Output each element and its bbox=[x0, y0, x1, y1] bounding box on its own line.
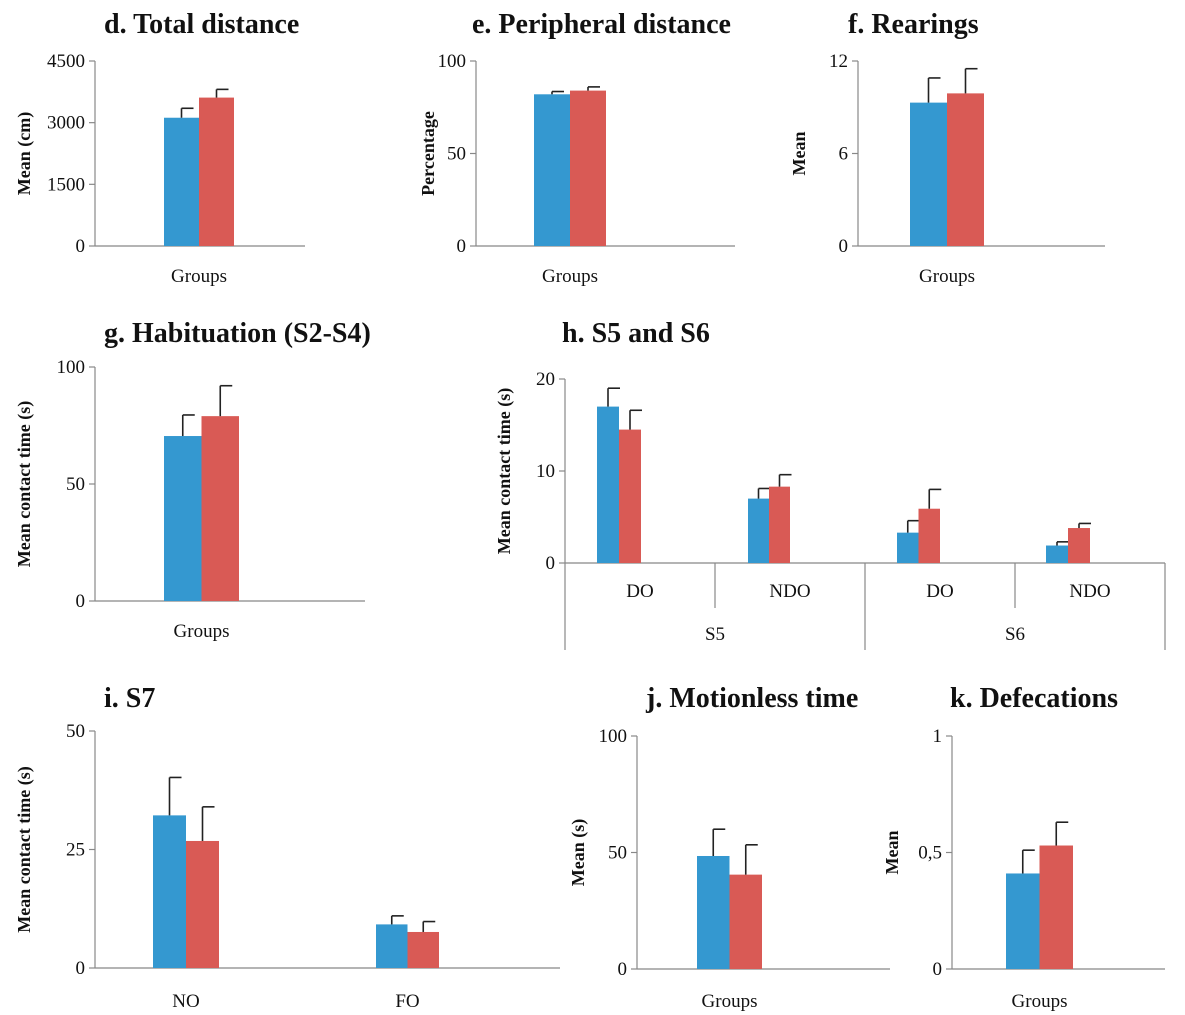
y-tick-label: 0 bbox=[546, 553, 556, 574]
bar bbox=[1046, 545, 1068, 563]
bar bbox=[201, 416, 239, 601]
y-axis-label: Mean contact time (s) bbox=[14, 766, 35, 932]
y-tick-label: 12 bbox=[829, 51, 848, 72]
y-tick-label: 100 bbox=[57, 357, 86, 378]
y-tick-label: 50 bbox=[608, 843, 627, 864]
bar bbox=[153, 815, 186, 968]
bar bbox=[376, 924, 408, 968]
y-tick-label: 0 bbox=[618, 959, 628, 980]
y-axis-label: Mean contact time (s) bbox=[494, 388, 515, 554]
x-group-label: S5 bbox=[705, 624, 725, 645]
panel-title: g. Habituation (S2-S4) bbox=[104, 318, 371, 349]
y-tick-label: 20 bbox=[536, 369, 555, 390]
y-tick-label: 0 bbox=[933, 959, 943, 980]
y-axis-label: Mean (cm) bbox=[14, 112, 35, 195]
bar bbox=[164, 436, 202, 601]
bar bbox=[407, 931, 439, 968]
y-axis-label: Mean (s) bbox=[568, 819, 589, 886]
y-tick-label: 1500 bbox=[47, 174, 85, 195]
y-tick-label: 0 bbox=[839, 236, 849, 257]
panel-title: i. S7 bbox=[104, 683, 155, 714]
x-category-label: DO bbox=[626, 581, 653, 602]
bar bbox=[1068, 528, 1090, 563]
y-tick-label: 0 bbox=[457, 236, 467, 257]
y-tick-label: 4500 bbox=[47, 51, 85, 72]
panel-title: e. Peripheral distance bbox=[472, 9, 731, 40]
bar bbox=[164, 117, 199, 246]
y-tick-label: 0 bbox=[76, 958, 86, 979]
bar bbox=[729, 874, 762, 969]
bar bbox=[918, 508, 940, 563]
y-axis-label: Mean bbox=[789, 132, 809, 176]
y-tick-label: 100 bbox=[599, 726, 628, 747]
y-tick-label: 0,5 bbox=[918, 843, 942, 864]
y-tick-label: 3000 bbox=[47, 113, 85, 134]
y-tick-label: 100 bbox=[438, 51, 467, 72]
x-axis-label: Groups bbox=[1012, 991, 1068, 1012]
x-category-label: NDO bbox=[769, 581, 810, 602]
bar bbox=[534, 94, 570, 246]
bar bbox=[748, 498, 769, 563]
x-axis-label: Groups bbox=[171, 266, 227, 287]
bar bbox=[897, 532, 919, 563]
y-tick-label: 1 bbox=[933, 726, 943, 747]
panel-title: d. Total distance bbox=[104, 9, 299, 40]
panel-title: f. Rearings bbox=[848, 9, 979, 40]
y-tick-label: 50 bbox=[66, 474, 85, 495]
x-category-label: NO bbox=[172, 991, 199, 1012]
y-axis-label: Percentage bbox=[418, 111, 438, 196]
y-tick-label: 10 bbox=[536, 461, 555, 482]
x-axis-label: Groups bbox=[174, 621, 230, 642]
x-axis-label: Groups bbox=[542, 266, 598, 287]
bar bbox=[597, 406, 619, 563]
y-tick-label: 50 bbox=[66, 721, 85, 742]
y-tick-label: 0 bbox=[76, 236, 86, 257]
bar bbox=[1039, 845, 1073, 969]
bar bbox=[619, 429, 641, 563]
y-tick-label: 25 bbox=[66, 840, 85, 861]
bar bbox=[186, 840, 219, 968]
bar bbox=[570, 90, 606, 246]
y-axis-label: Mean contact time (s) bbox=[14, 401, 35, 567]
x-category-label: DO bbox=[926, 581, 953, 602]
bar bbox=[199, 97, 234, 246]
bar bbox=[1006, 873, 1040, 969]
x-group-label: S6 bbox=[1005, 624, 1025, 645]
panel-title: k. Defecations bbox=[950, 683, 1118, 714]
bar bbox=[769, 486, 790, 563]
bar bbox=[947, 93, 984, 246]
panel-title: j. Motionless time bbox=[645, 683, 858, 714]
y-tick-label: 0 bbox=[76, 591, 86, 612]
y-tick-label: 6 bbox=[839, 144, 849, 165]
panel-title: h. S5 and S6 bbox=[562, 318, 710, 349]
y-tick-label: 50 bbox=[447, 144, 466, 165]
y-axis-label: Mean bbox=[882, 831, 902, 875]
x-category-label: FO bbox=[395, 991, 419, 1012]
bar bbox=[910, 102, 947, 246]
x-axis-label: Groups bbox=[919, 266, 975, 287]
x-axis-label: Groups bbox=[702, 991, 758, 1012]
bar bbox=[697, 855, 730, 969]
x-category-label: NDO bbox=[1069, 581, 1110, 602]
